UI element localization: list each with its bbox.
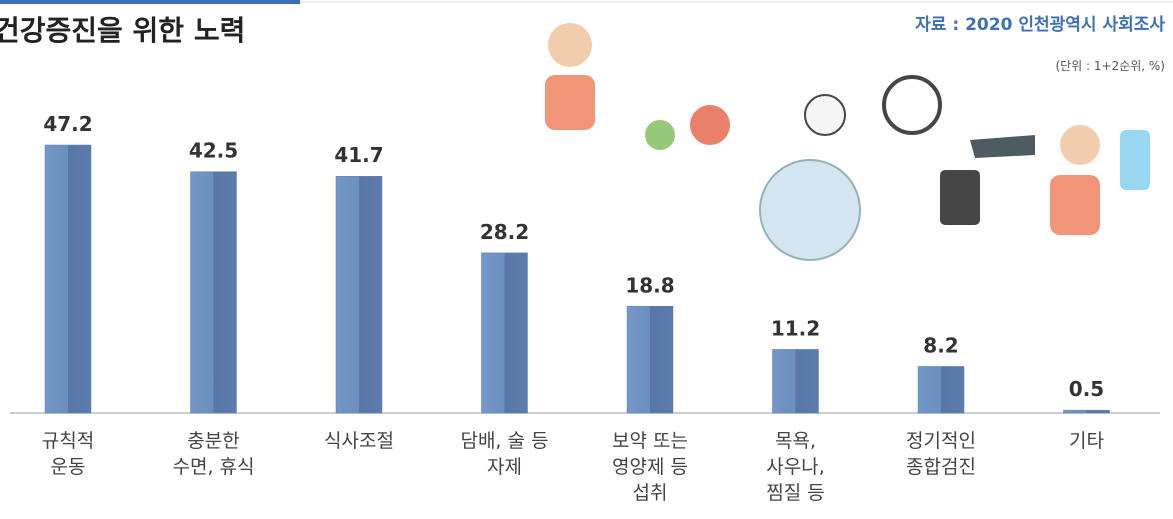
value-label: 0.5 (1069, 377, 1104, 401)
bar (772, 349, 819, 414)
x-tick-label: 정기적인 종합검진 (906, 430, 976, 478)
bar (44, 144, 92, 414)
value-label: 47.2 (43, 112, 92, 136)
source: 자료 : 2020 인천광역시 사회조사 (915, 15, 1165, 35)
value-label: 42.5 (189, 139, 238, 163)
x-tick-label: 보약 또는 영양제 등 섭취 (612, 430, 688, 504)
value-label: 28.2 (480, 220, 529, 244)
bar (190, 171, 237, 414)
header-tab (0, 0, 300, 4)
bar (481, 252, 528, 414)
bar (626, 306, 674, 414)
value-label: 41.7 (334, 143, 383, 167)
chart-title: 건강증진을 위한 노력 (0, 14, 245, 47)
x-tick-label: 목욕, 사우나, 찜질 등 (766, 430, 825, 504)
value-label: 11.2 (771, 316, 820, 340)
illustration (545, 23, 1150, 261)
x-tick-label: 기타 (1069, 430, 1104, 452)
x-tick-label: 규칙적 운동 (41, 430, 95, 478)
bar (1063, 409, 1110, 414)
x-tick-label: 충분한 수면, 휴식 (172, 430, 255, 478)
value-label: 8.2 (923, 333, 958, 357)
x-tick-label: 식사조절 (324, 430, 394, 452)
bar (917, 366, 965, 414)
unit: (단위 : 1+2순위, %) (1055, 59, 1165, 73)
bar (335, 175, 383, 414)
value-label: 18.8 (625, 273, 674, 297)
x-tick-label: 담배, 술 등 자제 (460, 430, 549, 478)
